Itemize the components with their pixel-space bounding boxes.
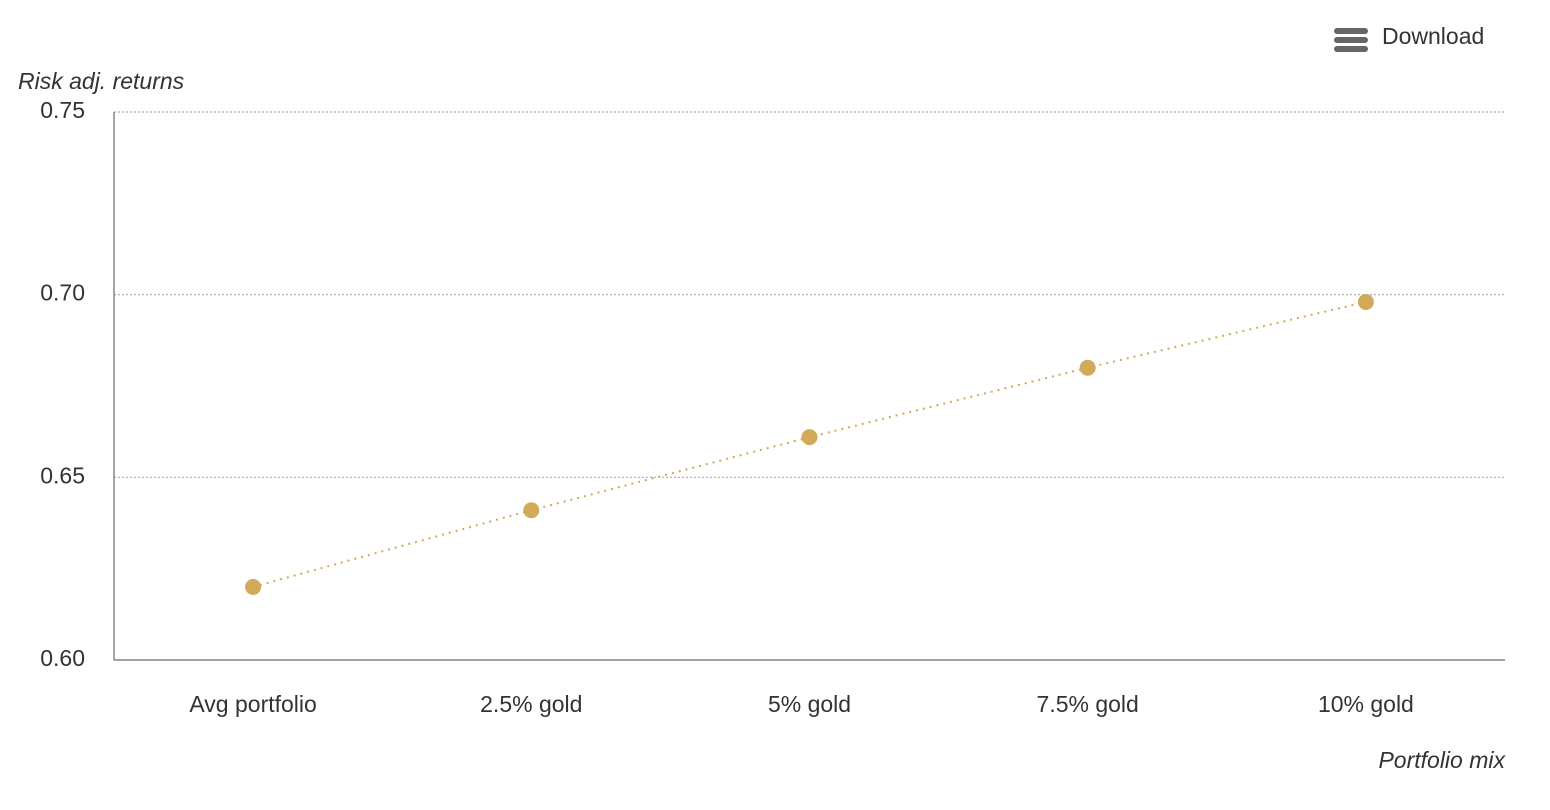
- y-tick-label: 0.60: [40, 645, 85, 671]
- menu-icon-bar: [1334, 46, 1368, 52]
- x-axis-title: Portfolio mix: [1378, 747, 1506, 773]
- data-point: [1079, 359, 1096, 376]
- y-tick-label: 0.65: [40, 462, 85, 488]
- y-tick-label: 0.70: [40, 280, 85, 306]
- y-axis-title: Risk adj. returns: [18, 68, 185, 94]
- x-tick-label: Avg portfolio: [189, 691, 316, 717]
- x-tick-label: 2.5% gold: [480, 691, 582, 717]
- data-point: [245, 578, 262, 595]
- menu-icon-bar: [1334, 28, 1368, 34]
- data-point: [801, 429, 818, 446]
- x-tick-label: 5% gold: [768, 691, 851, 717]
- menu-icon-bar: [1334, 37, 1368, 43]
- download-button[interactable]: Download: [1334, 23, 1484, 52]
- y-tick-label: 0.75: [40, 97, 85, 123]
- x-tick-label: 10% gold: [1318, 691, 1414, 717]
- data-point: [523, 502, 540, 519]
- data-point: [1357, 293, 1374, 310]
- download-label[interactable]: Download: [1382, 23, 1484, 49]
- x-tick-label: 7.5% gold: [1037, 691, 1139, 717]
